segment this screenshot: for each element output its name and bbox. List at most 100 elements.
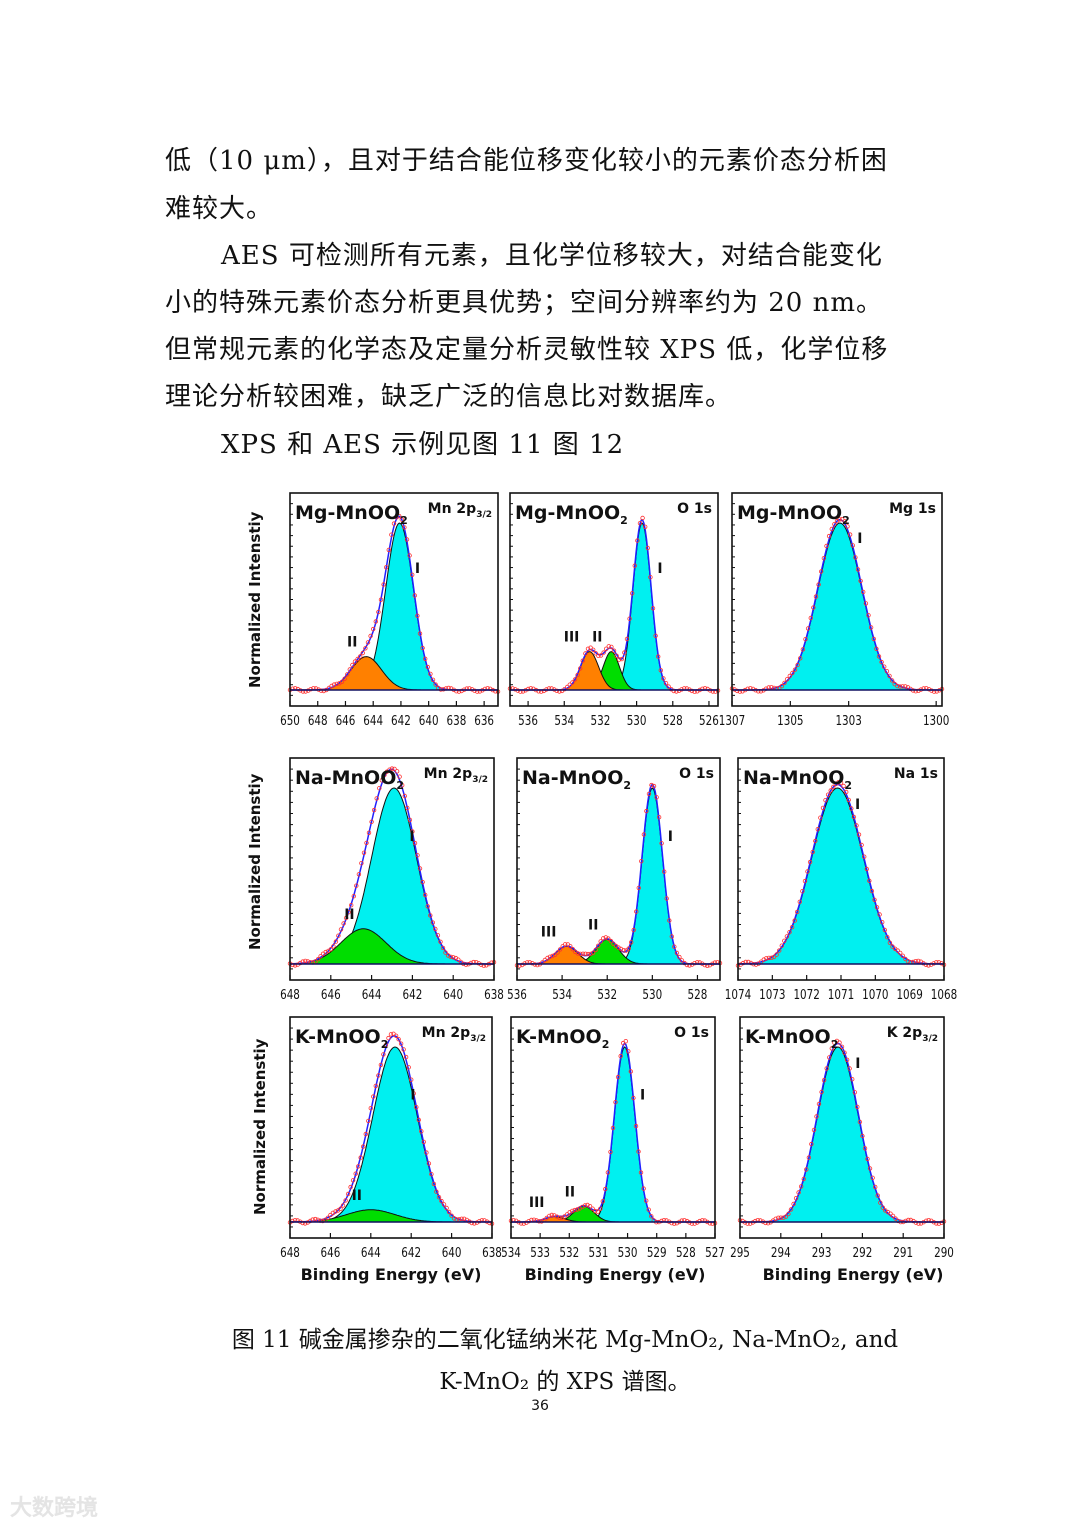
x-tick-label: 293 (812, 1246, 832, 1261)
x-tick-label: 534 (552, 988, 572, 1003)
data-point (321, 688, 326, 694)
data-point (850, 543, 855, 548)
data-point (355, 1164, 361, 1169)
data-point (368, 1105, 373, 1111)
peak-I-area (290, 787, 494, 965)
data-point (373, 1083, 378, 1089)
data-point (338, 927, 344, 932)
y-axis-label: Normalized Intenstiy (246, 511, 264, 688)
data-point (639, 858, 644, 864)
x-tick-label: 1300 (923, 714, 949, 729)
xps-panel: 650 648 646 644 642 640 638 636 Mg-MnOO2 Mn 2p3/2… (280, 492, 501, 729)
data-point (376, 1073, 381, 1078)
data-point (361, 850, 367, 855)
data-point (412, 840, 418, 846)
data-point (350, 1178, 356, 1183)
data-point (374, 796, 379, 801)
data-point (664, 896, 669, 901)
data-point (567, 682, 572, 687)
data-point (356, 872, 362, 877)
data-point (563, 942, 568, 947)
xps-panel: 1307 1305 1303 1300 Mg-MnOO2 Mg 1s I (719, 492, 949, 729)
data-point (588, 951, 593, 957)
data-point (659, 1218, 664, 1224)
data-point (313, 1216, 318, 1222)
sample-label-o: O (365, 1026, 381, 1048)
data-point (603, 935, 608, 940)
x-tick-label: 1307 (719, 714, 745, 729)
x-tick-label: 640 (443, 988, 463, 1003)
data-point (843, 789, 849, 795)
peak-label: II (344, 907, 354, 923)
data-point (622, 650, 627, 655)
data-point (905, 959, 911, 964)
data-point (866, 613, 871, 618)
data-point (349, 902, 354, 908)
data-point (389, 766, 395, 771)
data-point (826, 533, 832, 539)
data-point (633, 1123, 639, 1129)
data-point (636, 885, 641, 891)
data-point (858, 578, 863, 584)
data-point (643, 1198, 649, 1203)
data-point (407, 817, 413, 823)
x-tick-label: 526 (699, 714, 719, 729)
core-level-label: Mn 2p3/2 (428, 501, 492, 520)
data-point (389, 532, 394, 537)
data-point (444, 1205, 449, 1211)
data-point (823, 798, 828, 803)
x-tick-label: 291 (893, 1246, 913, 1261)
y-axis-label: Normalized Intenstiy (251, 1038, 269, 1215)
x-axis-label: Binding Energy (eV) (524, 1265, 706, 1284)
data-point (355, 656, 360, 662)
data-point (570, 946, 575, 952)
data-point (773, 1216, 778, 1221)
data-point (635, 538, 640, 543)
data-point (740, 960, 746, 966)
data-point (784, 677, 790, 682)
data-point (387, 767, 392, 772)
data-point (797, 656, 803, 661)
data-point (575, 672, 580, 678)
data-point (831, 784, 836, 790)
data-point (890, 1213, 896, 1219)
data-point (391, 521, 397, 526)
data-point (334, 681, 339, 687)
data-point (414, 1104, 419, 1110)
data-point (416, 1117, 421, 1123)
data-point (303, 958, 308, 964)
data-point (583, 951, 588, 956)
data-point (383, 1042, 389, 1048)
data-point (836, 780, 841, 785)
data-point (646, 791, 652, 797)
data-point (651, 783, 657, 789)
data-point (587, 1203, 593, 1209)
x-tick-label: 638 (484, 988, 504, 1003)
xps-panel: 295 294 293 292 291 290 K-MnOO2 K 2p3/2 I (730, 1016, 954, 1261)
data-point (825, 792, 831, 797)
data-point (401, 1047, 406, 1052)
data-point (645, 545, 650, 551)
x-tick-label: 290 (934, 1246, 954, 1261)
data-point (832, 522, 837, 527)
data-point (448, 954, 453, 959)
data-point (805, 626, 811, 631)
data-point (753, 1218, 758, 1224)
x-tick-label: 532 (591, 714, 611, 729)
data-point (895, 683, 900, 689)
data-point (554, 1214, 560, 1219)
data-point (735, 688, 740, 694)
text-line: 难较大。 (165, 194, 274, 224)
data-point (430, 677, 436, 682)
data-point (661, 869, 667, 874)
data-point (340, 1203, 346, 1208)
data-point (679, 958, 685, 963)
data-point (564, 1212, 570, 1217)
data-point (406, 1065, 411, 1070)
data-point (631, 1095, 636, 1101)
data-point (847, 532, 853, 537)
x-tick-label: 1070 (862, 988, 888, 1003)
data-point (769, 955, 774, 960)
data-point (565, 684, 570, 690)
data-point (778, 1215, 783, 1220)
